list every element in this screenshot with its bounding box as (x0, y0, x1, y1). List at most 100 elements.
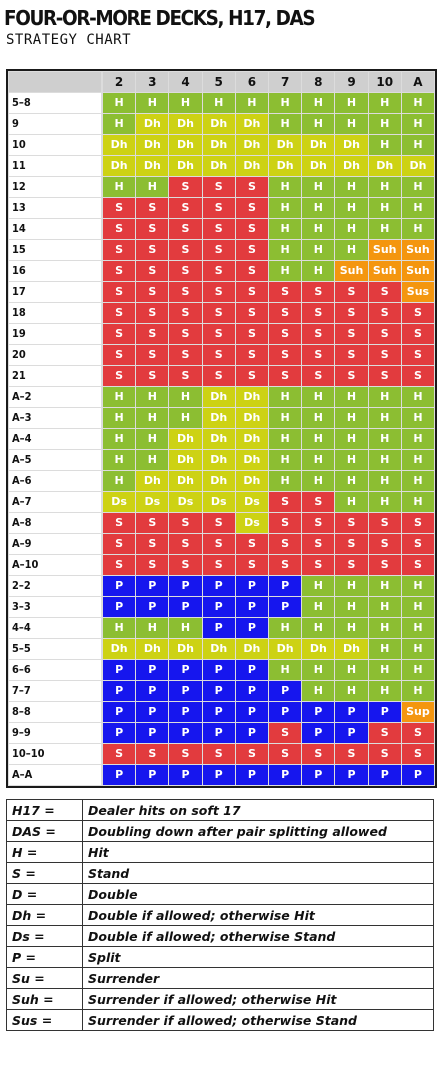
action-cell: Suh (401, 240, 435, 260)
action-cell: P (103, 702, 136, 722)
action-cell: H (335, 681, 368, 701)
action-cell: S (368, 282, 401, 302)
hand-row: 9–9 P P P P P S P P S S (9, 723, 435, 743)
action-cell: Dh (302, 156, 335, 176)
action-cell: S (169, 366, 202, 386)
action-cell: S (269, 723, 302, 743)
dealer-card-header: 10 (368, 72, 401, 92)
legend-row: D = Double (6, 883, 434, 905)
action-cell: Ds (169, 492, 202, 512)
action-cell: H (302, 261, 335, 281)
action-cell: H (368, 429, 401, 449)
action-cell: S (302, 492, 335, 512)
player-hand-label: 14 (9, 219, 101, 239)
action-cell: H (269, 618, 302, 638)
dealer-card-header: 2 (103, 72, 136, 92)
action-cell: S (368, 366, 401, 386)
action-cell: H (202, 93, 235, 113)
action-cell: P (202, 723, 235, 743)
action-cell: S (103, 240, 136, 260)
action-cell: S (202, 324, 235, 344)
action-cell: Dh (202, 135, 235, 155)
legend-description: Surrender if allowed; otherwise Hit (82, 988, 434, 1010)
action-cell: S (235, 282, 269, 302)
action-cell: H (103, 408, 136, 428)
action-cell: H (302, 597, 335, 617)
hand-row: A–10 S S S S S S S S S S (9, 555, 435, 575)
action-cell: P (302, 702, 335, 722)
action-cell: S (136, 534, 169, 554)
action-cell: S (169, 345, 202, 365)
action-cell: H (302, 681, 335, 701)
action-cell: S (202, 240, 235, 260)
action-cell: S (302, 366, 335, 386)
action-cell: S (401, 534, 435, 554)
action-cell: H (169, 618, 202, 638)
hand-row: 5–5 Dh Dh Dh Dh Dh Dh Dh Dh H H (9, 639, 435, 659)
legend-description: Split (82, 946, 434, 968)
legend-row: Ds = Double if allowed; otherwise Stand (6, 925, 434, 947)
action-cell: Dh (335, 639, 368, 659)
hand-row: 4–4 H H H P P H H H H H (9, 618, 435, 638)
action-cell: S (302, 303, 335, 323)
action-cell: H (335, 219, 368, 239)
action-cell: Sup (401, 702, 435, 722)
action-cell: H (136, 177, 169, 197)
action-cell: P (136, 765, 169, 785)
action-cell: Dh (103, 135, 136, 155)
action-cell: H (302, 198, 335, 218)
action-cell: H (302, 576, 335, 596)
action-cell: H (368, 471, 401, 491)
action-cell: S (302, 534, 335, 554)
action-cell: S (169, 219, 202, 239)
legend-row: S = Stand (6, 862, 434, 884)
action-cell: H (401, 639, 435, 659)
hand-row: A–6 H Dh Dh Dh Dh H H H H H (9, 471, 435, 491)
legend-description: Double if allowed; otherwise Stand (82, 925, 434, 947)
action-cell: Ds (136, 492, 169, 512)
player-hand-label: A–3 (9, 408, 101, 428)
action-cell: Dh (202, 408, 235, 428)
action-cell: S (401, 366, 435, 386)
action-cell: Dh (235, 114, 269, 134)
action-cell: P (235, 723, 269, 743)
action-cell: H (368, 198, 401, 218)
action-cell: P (202, 660, 235, 680)
hand-row: 9 H Dh Dh Dh Dh H H H H H (9, 114, 435, 134)
action-cell: S (103, 303, 136, 323)
legend-key: H = (6, 841, 83, 863)
action-cell: H (401, 681, 435, 701)
action-cell: Dh (302, 639, 335, 659)
action-cell: S (202, 513, 235, 533)
action-cell: H (302, 450, 335, 470)
action-cell: Dh (235, 429, 269, 449)
hand-row: 2–2 P P P P P P H H H H (9, 576, 435, 596)
action-cell: H (136, 450, 169, 470)
action-cell: H (136, 408, 169, 428)
action-cell: Dh (269, 156, 302, 176)
action-cell: S (335, 345, 368, 365)
action-cell: P (169, 576, 202, 596)
legend-table: H17 = Dealer hits on soft 17 DAS = Doubling… (6, 799, 434, 1031)
action-cell: S (368, 555, 401, 575)
action-cell: H (103, 618, 136, 638)
player-hand-label: A–9 (9, 534, 101, 554)
action-cell: H (136, 387, 169, 407)
action-cell: S (136, 324, 169, 344)
action-cell: H (269, 240, 302, 260)
page-subtitle: STRATEGY CHART (6, 32, 132, 48)
action-cell: Dh (169, 135, 202, 155)
legend-key: Su = (6, 967, 83, 989)
legend-row: H17 = Dealer hits on soft 17 (6, 799, 434, 821)
player-hand-label: 13 (9, 198, 101, 218)
action-cell: H (401, 198, 435, 218)
player-hand-label: 8–8 (9, 702, 101, 722)
player-hand-label: 11 (9, 156, 101, 176)
action-cell: S (169, 513, 202, 533)
action-cell: P (136, 702, 169, 722)
action-cell: S (368, 723, 401, 743)
action-cell: S (202, 555, 235, 575)
action-cell: S (202, 534, 235, 554)
action-cell: P (136, 597, 169, 617)
action-cell: S (103, 261, 136, 281)
